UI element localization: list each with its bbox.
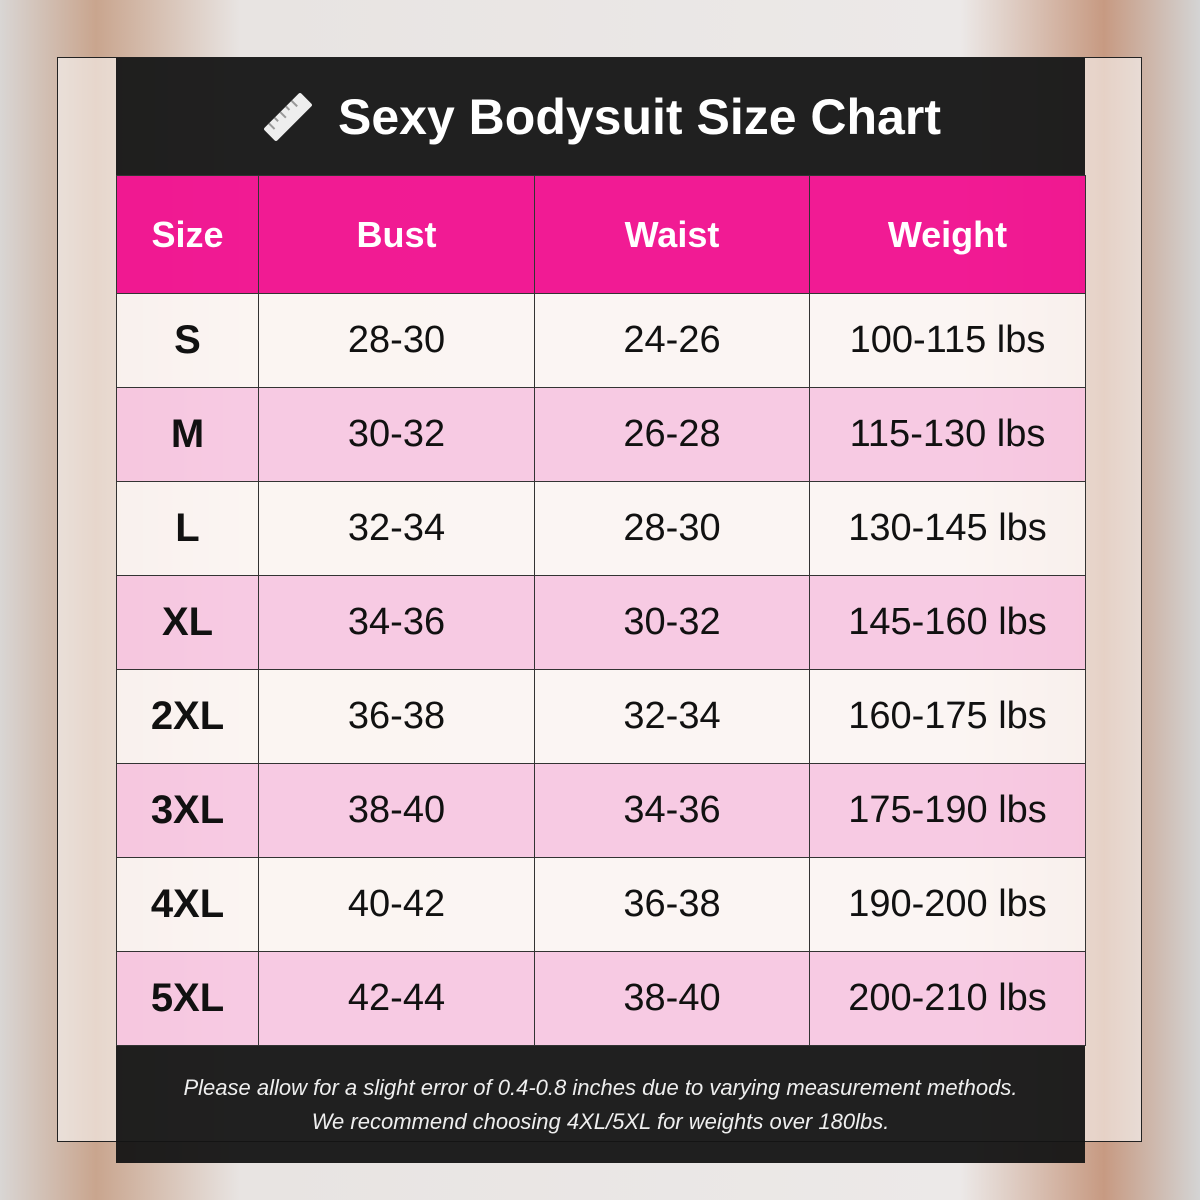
table-cell: 34-36 [258,575,535,670]
chart-footer: Please allow for a slight error of 0.4-0… [116,1046,1085,1163]
table-cell: 32-34 [258,481,535,576]
page-title: Sexy Bodysuit Size Chart [338,88,941,145]
table-cell: 28-30 [258,293,535,388]
column-header: Size [116,175,259,294]
table-row: 2XL 36-38 32-34 160-175 lbs [116,669,1086,764]
table-cell: 115-130 lbs [809,387,1086,482]
table-cell: 42-44 [258,951,535,1046]
table-cell: 38-40 [534,951,810,1046]
table-cell: 160-175 lbs [809,669,1086,764]
size-cell: 3XL [116,763,259,858]
table-row: L 32-34 28-30 130-145 lbs [116,481,1086,576]
size-cell: 2XL [116,669,259,764]
table-cell: 32-34 [534,669,810,764]
column-header: Bust [258,175,535,294]
size-cell: M [116,387,259,482]
table-cell: 34-36 [534,763,810,858]
table-row: S 28-30 24-26 100-115 lbs [116,293,1086,388]
table-cell: 36-38 [258,669,535,764]
table-cell: 30-32 [258,387,535,482]
table-cell: 190-200 lbs [809,857,1086,952]
size-cell: 4XL [116,857,259,952]
table-cell: 145-160 lbs [809,575,1086,670]
footer-note-2: We recommend choosing 4XL/5XL for weight… [311,1108,890,1134]
ruler-icon [264,92,312,141]
table-cell: 40-42 [258,857,535,952]
table-cell: 24-26 [534,293,810,388]
table-cell: 100-115 lbs [809,293,1086,388]
column-header: Weight [809,175,1086,294]
size-cell: L [116,481,259,576]
footer-note-1: Please allow for a slight error of 0.4-0… [183,1074,1018,1100]
column-header: Waist [534,175,810,294]
chart-header: Sexy Bodysuit Size Chart [116,58,1085,175]
table-cell: 28-30 [534,481,810,576]
table-cell: 26-28 [534,387,810,482]
table-row: 3XL 38-40 34-36 175-190 lbs [116,763,1086,858]
table-cell: 30-32 [534,575,810,670]
size-chart-panel: Sexy Bodysuit Size Chart Size Bust Waist We… [116,58,1086,1163]
table-row: 4XL 40-42 36-38 190-200 lbs [116,857,1086,952]
table-row: 5XL 42-44 38-40 200-210 lbs [116,951,1086,1046]
table-cell: 38-40 [258,763,535,858]
table-cell: 130-145 lbs [809,481,1086,576]
table-cell: 36-38 [534,857,810,952]
table-cell: 200-210 lbs [809,951,1086,1046]
size-cell: S [116,293,259,388]
table-row: M 30-32 26-28 115-130 lbs [116,387,1086,482]
table-cell: 175-190 lbs [809,763,1086,858]
size-table: Size Bust Waist Weight S 28-30 24-26 100-115 l… [116,175,1086,1046]
size-cell: 5XL [116,951,259,1046]
table-row: XL 34-36 30-32 145-160 lbs [116,575,1086,670]
size-cell: XL [116,575,259,670]
